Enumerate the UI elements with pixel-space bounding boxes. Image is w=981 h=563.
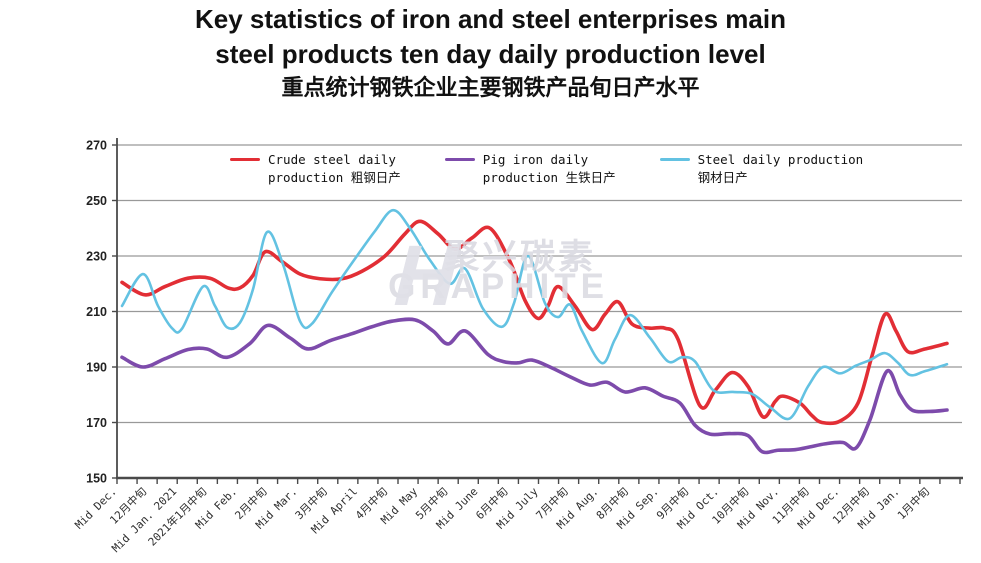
legend-item-crude-steel: Crude steel daily production 粗钢日产 <box>230 151 401 187</box>
y-tick-label-230: 230 <box>86 250 107 264</box>
chart-header: Key statistics of iron and steel enterpr… <box>0 2 981 103</box>
legend-swatch-crude-steel <box>230 158 260 161</box>
y-tick-label-150: 150 <box>86 472 107 486</box>
x-tick-label-27: 1月中旬 <box>895 485 932 522</box>
series-lines <box>120 208 949 455</box>
legend-label-crude-steel: Crude steel daily production 粗钢日产 <box>268 152 401 186</box>
steel-line <box>120 208 949 421</box>
y-tick-label-250: 250 <box>86 194 107 208</box>
x-tick-label-0: Mid Dec. <box>72 485 119 532</box>
legend-label-steel: Steel daily production 钢材日产 <box>697 152 864 186</box>
legend-item-steel: Steel daily production 钢材日产 <box>659 151 864 187</box>
legend: Crude steel daily production 粗钢日产 Pig iron… <box>230 151 863 187</box>
y-tick-label-190: 190 <box>86 361 107 375</box>
crude-steel-line <box>120 219 949 426</box>
gridlines <box>112 144 962 479</box>
chart-title-line1: Key statistics of iron and steel enterpr… <box>195 4 786 34</box>
legend-item-pig-iron: Pig iron daily production 生铁日产 <box>444 151 616 187</box>
y-tick-label-270: 270 <box>86 139 107 153</box>
legend-swatch-pig-iron <box>444 158 475 161</box>
legend-label-pig-iron: Pig iron daily production 生铁日产 <box>482 152 616 186</box>
legend-swatch-steel <box>659 158 690 161</box>
x-axis-ticks <box>116 479 961 484</box>
pig-iron-line <box>120 317 949 455</box>
chart-title-chinese: 重点统计钢铁企业主要钢铁产品旬日产水平 <box>281 75 700 101</box>
y-tick-label-210: 210 <box>86 305 107 319</box>
y-axis-labels: 150 170 190 210 230 250 270 <box>86 139 107 486</box>
y-tick-label-170: 170 <box>86 416 107 430</box>
chart-title-line2: steel products ten day daily production … <box>215 39 766 70</box>
